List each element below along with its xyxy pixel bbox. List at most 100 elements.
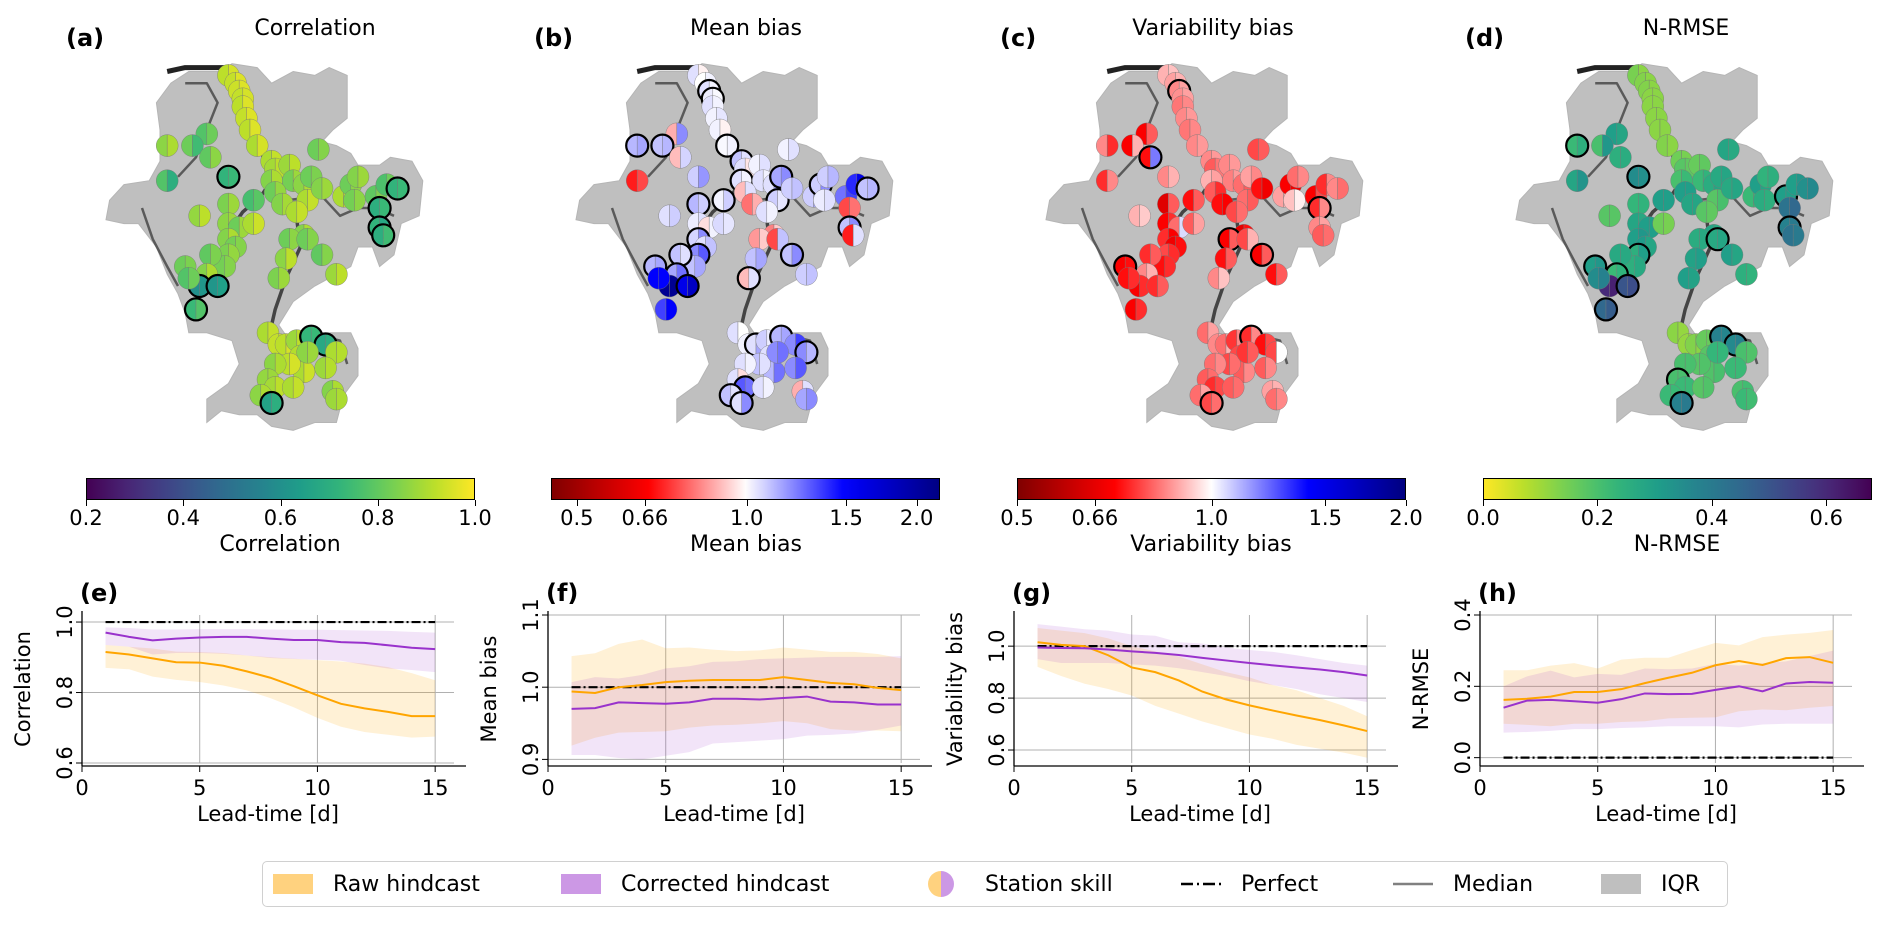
station-marker: [343, 188, 366, 212]
median-line: [105, 631, 436, 651]
station-corrected-half: [676, 122, 688, 146]
station-marker: [1609, 243, 1632, 267]
station-highlight-ring: [779, 242, 805, 267]
station-raw-half: [1196, 321, 1209, 345]
station-raw-half: [282, 376, 294, 399]
station-marker: [1753, 188, 1776, 212]
colorbar-tick: [746, 500, 748, 506]
station-corrected-half: [1193, 212, 1205, 235]
station-raw-half: [1250, 177, 1263, 200]
colorbar-ticks: 0.5 0.66 1.0 1.5 2.0: [551, 500, 940, 540]
station-raw-half: [654, 298, 667, 321]
river: [647, 81, 689, 178]
y-tick-label: 0.6: [53, 746, 77, 779]
station-raw-half: [1591, 134, 1603, 157]
station-marker: [650, 133, 675, 158]
station-raw-half: [1222, 169, 1234, 192]
colorbar-tick: [916, 500, 918, 506]
corrected-hindcast-swatch: [561, 874, 601, 894]
station-marker: [205, 273, 230, 299]
x-tick-label: 5: [659, 776, 672, 800]
station-raw-half: [314, 356, 326, 380]
station-marker: [1146, 274, 1169, 298]
colorbar-tick: [1597, 500, 1599, 506]
station-corrected-half: [1261, 177, 1274, 200]
station-marker: [325, 387, 348, 411]
station-marker: [181, 134, 204, 157]
station-marker: [1692, 376, 1715, 399]
iqr-band: [1037, 624, 1368, 702]
iqr-band: [105, 644, 436, 738]
station-highlight-ring: [385, 176, 410, 201]
station-marker: [794, 340, 819, 365]
colorbar-tick-label: 0.6: [263, 506, 298, 530]
station-corrected-half: [1616, 122, 1628, 146]
station-corrected-half: [665, 298, 678, 321]
station-raw-half: [246, 134, 258, 157]
station-corrected-half: [1767, 165, 1780, 189]
station-corrected-half: [321, 243, 334, 267]
station-corrected-half: [1717, 341, 1729, 364]
station-raw-half: [177, 266, 189, 290]
station-corrected-half: [1731, 177, 1744, 200]
station-raw-half: [1656, 134, 1668, 157]
station-corrected-half: [167, 134, 179, 157]
line-chart-h: (h) 0 5 10 15 0.0 0.2 0.4 Lead-time [d] N-RMSE: [1409, 579, 1864, 826]
station-marker: [647, 266, 670, 290]
colorbar-tick-label: 0.4: [166, 506, 200, 530]
station-marker: [669, 146, 692, 169]
colorbar-tick: [1406, 500, 1407, 506]
station-marker: [242, 188, 265, 212]
iqr-band: [1503, 650, 1834, 733]
station-marker: [1591, 134, 1614, 157]
station-corrected-half: [1297, 165, 1310, 189]
station-raw-half: [242, 188, 254, 212]
median-line: [105, 651, 436, 718]
station-marker: [686, 192, 711, 217]
station-corrected-half: [1139, 204, 1151, 228]
station-corrected-half: [357, 165, 370, 189]
station-marker: [1706, 341, 1729, 364]
station-raw-half: [1742, 185, 1754, 208]
y-tick-label: 0.0: [1451, 741, 1475, 774]
line-chart-f: (f) 0 5 10 15 0.9 1.0 1.1 Lead-time [d] Mean bias: [477, 579, 932, 826]
station-corrected-half: [1168, 165, 1180, 189]
station-highlight-ring: [794, 340, 819, 365]
legend-label: Station skill: [985, 871, 1113, 897]
station-marker: [188, 204, 211, 228]
panel-title: Mean bias: [690, 16, 802, 41]
station-raw-half: [1724, 356, 1736, 380]
station-corrected-half: [278, 266, 290, 290]
station-marker: [1307, 195, 1332, 221]
station-marker: [1717, 138, 1740, 161]
station-raw-half: [282, 169, 294, 192]
station-raw-half: [1652, 188, 1664, 212]
station-raw-half: [271, 192, 283, 216]
station-raw-half: [1720, 177, 1733, 200]
river: [610, 207, 650, 287]
station-marker: [1735, 387, 1758, 411]
station-marker: [217, 192, 240, 216]
station-raw-half: [1587, 266, 1599, 290]
station-raw-half: [1666, 321, 1679, 345]
station-marker: [1265, 263, 1288, 286]
colorbar-tick: [280, 500, 282, 506]
map-panel-c: (c) Variability bias: [940, 0, 1410, 470]
station-corrected-half: [1703, 376, 1715, 399]
colorbar-tick: [377, 500, 379, 506]
y-tick-label: 1.1: [519, 598, 543, 631]
station-raw-half: [1236, 227, 1248, 251]
station-marker: [1236, 341, 1259, 364]
x-tick-label: 5: [193, 776, 206, 800]
station-raw-half: [256, 321, 269, 345]
station-marker: [795, 263, 818, 286]
station-corrected-half: [1164, 255, 1176, 278]
station-corrected-half: [289, 352, 301, 376]
station-raw-half: [249, 383, 261, 407]
station-raw-half: [1710, 165, 1722, 189]
station-corrected-half: [759, 352, 771, 376]
station-marker: [1249, 242, 1275, 267]
station-marker: [1587, 266, 1610, 290]
station-marker: [1117, 266, 1140, 290]
station-raw-half: [813, 188, 825, 212]
